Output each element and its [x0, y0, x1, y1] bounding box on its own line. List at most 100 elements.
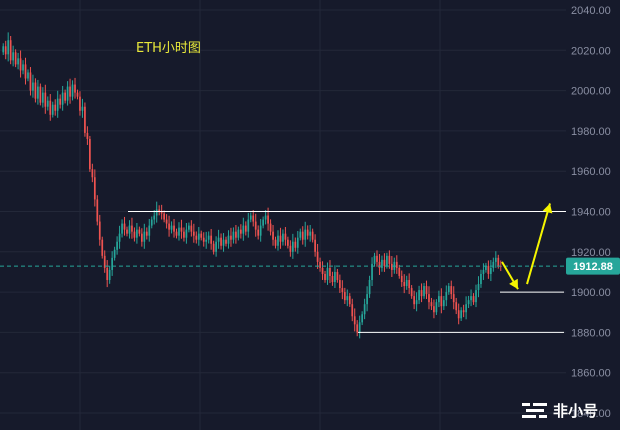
candles	[2, 32, 502, 339]
candle-body	[86, 132, 89, 139]
candle-body	[368, 280, 371, 295]
candle-body	[29, 72, 32, 91]
candle-body	[395, 261, 398, 268]
candle-body	[71, 84, 74, 97]
candle-body	[331, 275, 334, 283]
candle-body	[207, 235, 210, 240]
candle-body	[195, 235, 198, 240]
candle-body	[386, 255, 388, 266]
candle-body	[34, 82, 37, 99]
candle-body	[316, 251, 319, 262]
grid	[0, 0, 566, 430]
candle-body	[376, 255, 378, 262]
current-price-badge: 1912.88	[566, 257, 620, 275]
candle-body	[287, 239, 289, 246]
candle-body	[497, 257, 500, 266]
candle-body	[477, 284, 480, 291]
candle-body	[294, 241, 297, 248]
candle-body	[163, 213, 165, 220]
candle-body	[153, 215, 156, 220]
candle-body	[304, 229, 307, 240]
candle-body	[430, 302, 433, 307]
candle-body	[22, 64, 24, 71]
candle-body	[192, 231, 195, 236]
candle-body	[465, 304, 467, 313]
candle-body	[390, 263, 393, 270]
candle-body	[467, 300, 470, 305]
candle-body	[84, 106, 86, 133]
candle-body	[438, 296, 440, 303]
candle-body	[178, 227, 180, 236]
candle-body	[165, 219, 168, 224]
candle-body	[339, 280, 341, 289]
candle-body	[388, 255, 391, 264]
candle-body	[480, 273, 482, 285]
candle-body	[215, 241, 217, 252]
candle-body	[306, 229, 309, 236]
candle-body	[457, 310, 460, 319]
candle-body	[79, 96, 81, 111]
candle-body	[27, 72, 29, 79]
y-tick-label: 1840.00	[571, 408, 611, 420]
candle-body	[148, 225, 151, 236]
candle-body	[17, 58, 19, 65]
candle-body	[247, 219, 250, 232]
chart-title: ETH小时图	[136, 41, 201, 56]
candle-body	[145, 231, 148, 236]
up-arrow-shaft	[526, 203, 551, 285]
candle-body	[284, 233, 287, 240]
candle-body	[14, 52, 17, 65]
candle-body	[113, 249, 116, 258]
candle-body	[131, 225, 133, 232]
y-tick-label: 2020.00	[571, 45, 611, 57]
candle-body	[311, 231, 314, 240]
candle-body	[415, 300, 418, 305]
candle-body	[326, 267, 329, 281]
candle-body	[237, 229, 240, 238]
current-price-label: 1912.88	[573, 261, 613, 273]
candle-body	[4, 46, 7, 55]
candle-body	[264, 215, 267, 220]
candle-body	[108, 269, 111, 281]
candle-body	[267, 215, 269, 224]
candle-body	[329, 267, 331, 276]
candle-body	[101, 239, 104, 256]
candle-body	[136, 229, 138, 238]
candle-body	[232, 231, 235, 240]
candle-body	[343, 292, 346, 301]
candle-body	[220, 237, 222, 246]
candle-body	[447, 286, 450, 293]
candle-body	[230, 235, 232, 240]
down-arrow-head	[509, 278, 518, 290]
candle-body	[299, 231, 302, 238]
y-tick-label: 1880.00	[571, 327, 611, 339]
candle-body	[485, 265, 487, 270]
candle-body	[351, 304, 354, 317]
candle-body	[183, 231, 185, 238]
candle-body	[277, 235, 279, 246]
candle-body	[173, 225, 175, 232]
candle-body	[93, 177, 96, 200]
candle-body	[282, 233, 284, 242]
candle-body	[494, 257, 497, 262]
candle-body	[353, 316, 356, 325]
candle-body	[54, 104, 57, 111]
candle-body	[324, 273, 326, 281]
candle-body	[433, 306, 435, 313]
candle-body	[366, 294, 368, 305]
candle-body	[227, 235, 230, 244]
candle-body	[408, 280, 411, 289]
candle-body	[91, 169, 94, 178]
candle-body	[98, 221, 101, 240]
candle-body	[272, 231, 274, 240]
candle-body	[81, 106, 84, 111]
candle-body	[262, 219, 265, 226]
candle-body	[235, 231, 237, 238]
y-tick-label: 1860.00	[571, 368, 611, 380]
candle-body	[44, 92, 47, 107]
up-arrow-head	[542, 203, 553, 214]
candle-body	[140, 233, 143, 242]
candle-body	[103, 255, 106, 268]
